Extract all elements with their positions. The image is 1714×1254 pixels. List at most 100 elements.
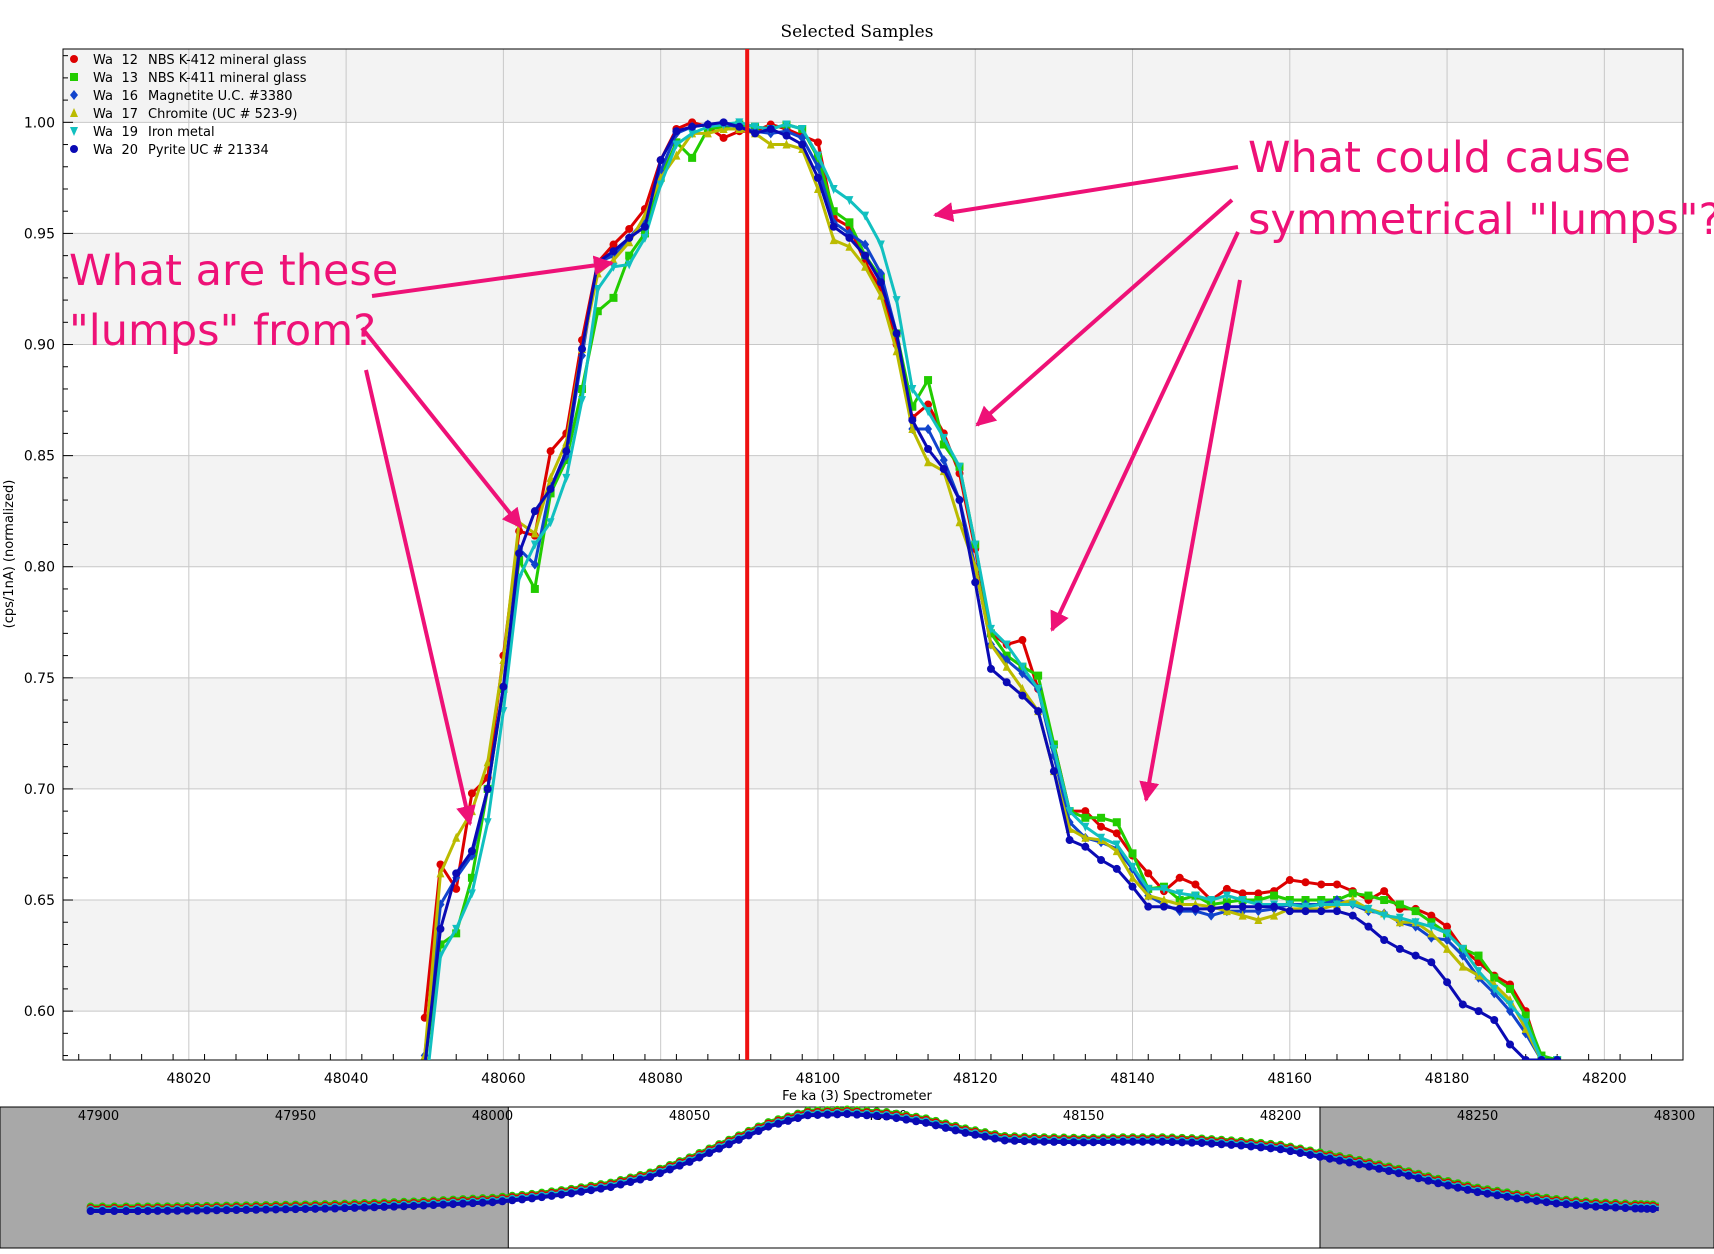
data-point (530, 507, 539, 516)
overview-point (1404, 1171, 1413, 1180)
overview-tick-label: 47950 (275, 1109, 316, 1124)
overview-point (193, 1206, 202, 1215)
data-point (1443, 935, 1452, 946)
data-point (939, 433, 948, 443)
data-point (1332, 880, 1341, 889)
overview-point (1296, 1149, 1305, 1158)
overview-point (261, 1205, 270, 1214)
x-tick-label: 48200 (1582, 1071, 1627, 1087)
overview-point (1306, 1150, 1315, 1159)
data-point (625, 260, 634, 270)
overview-point (1375, 1164, 1384, 1173)
overview-point (330, 1204, 339, 1213)
data-point (892, 346, 901, 356)
overview-point (646, 1173, 655, 1181)
overview-point (252, 1205, 261, 1214)
data-point (1065, 807, 1074, 817)
data-point (1238, 889, 1247, 898)
data-point (1159, 895, 1168, 905)
overview-point (853, 1110, 861, 1119)
overview-point (1128, 1137, 1137, 1146)
data-point (1128, 849, 1137, 858)
overview-point (301, 1204, 310, 1213)
x-axis-label: Fe ka (3) Spectrometer (782, 1089, 932, 1104)
overview-point (1345, 1158, 1354, 1167)
data-point (1081, 842, 1090, 851)
overview-point (606, 1183, 615, 1192)
data-point (483, 757, 492, 767)
overview-point (1118, 1137, 1127, 1146)
legend-label-name: Chromite (UC # 523-9) (148, 107, 298, 122)
x-axis-ticks: 48020 48040 48060 48080 48100 48120 48140 48160… (78, 1054, 1684, 1087)
x-tick-label: 48060 (481, 1071, 526, 1087)
data-point (1034, 671, 1043, 680)
data-point (908, 384, 917, 394)
data-point (530, 528, 539, 538)
overview-point (311, 1204, 320, 1213)
overview-point (892, 1114, 901, 1123)
overview-point (1020, 1137, 1029, 1146)
data-point (939, 455, 948, 466)
overview-point (1138, 1137, 1147, 1146)
overview-point (961, 1128, 970, 1137)
x-tick-label: 48140 (1110, 1071, 1155, 1087)
overview-point (173, 1206, 182, 1215)
data-point (436, 924, 445, 933)
overview-point (1079, 1138, 1088, 1147)
data-point (1128, 872, 1137, 882)
y-tick-label: 0.95 (24, 226, 55, 242)
data-point (1097, 833, 1106, 843)
data-point (1207, 904, 1216, 913)
data-point (845, 241, 854, 251)
legend-label-name: Iron metal (148, 125, 215, 140)
legend-label-name: Pyrite UC # 21334 (148, 143, 269, 158)
data-point (955, 496, 964, 505)
overview-point (754, 1127, 763, 1136)
overview-point (183, 1206, 192, 1215)
data-point (1002, 640, 1011, 650)
legend-swatch (70, 90, 78, 100)
data-point (688, 122, 697, 131)
data-point (1144, 890, 1153, 900)
data-point (1097, 856, 1106, 865)
legend-label-number: 13 (121, 71, 138, 86)
data-point (1238, 902, 1247, 911)
data-point (1443, 922, 1452, 931)
overview-strip[interactable]: 4790047950480004805048100481504820048250… (0, 1105, 1714, 1249)
data-point (452, 869, 461, 878)
data-point (845, 196, 854, 206)
y-tick-label: 0.65 (24, 893, 55, 909)
overview-point (774, 1119, 783, 1128)
data-point (908, 416, 917, 425)
data-point (876, 290, 885, 300)
data-point (703, 128, 712, 138)
overview-point (1434, 1179, 1443, 1188)
overview-point (1493, 1191, 1502, 1200)
data-point (530, 584, 539, 593)
data-point (1238, 910, 1247, 920)
data-point (1034, 707, 1043, 716)
overview-point (429, 1201, 438, 1210)
data-point (876, 240, 885, 250)
data-point (1317, 900, 1326, 910)
overview-point (764, 1122, 773, 1131)
legend-swatch (70, 145, 78, 153)
overview-point (488, 1198, 497, 1207)
data-point (1207, 910, 1216, 921)
data-point (452, 924, 461, 934)
overview-tick-label: 48200 (1260, 1109, 1301, 1124)
data-point (656, 180, 665, 190)
data-point (798, 132, 807, 143)
overview-point (537, 1193, 546, 1202)
overview-point (1168, 1138, 1177, 1147)
data-point (1427, 918, 1436, 927)
overview-point (1643, 1204, 1652, 1213)
overview-point (1000, 1136, 1009, 1145)
overview-point (122, 1207, 131, 1216)
data-point (562, 447, 571, 456)
overview-point (1050, 1137, 1059, 1146)
data-point (593, 284, 602, 294)
overview-point (133, 1207, 142, 1216)
legend: Wa 12 NBS K-412 mineral glass Wa 13 NBS K-411… (70, 53, 307, 158)
legend-label-prefix: Wa (93, 71, 113, 86)
